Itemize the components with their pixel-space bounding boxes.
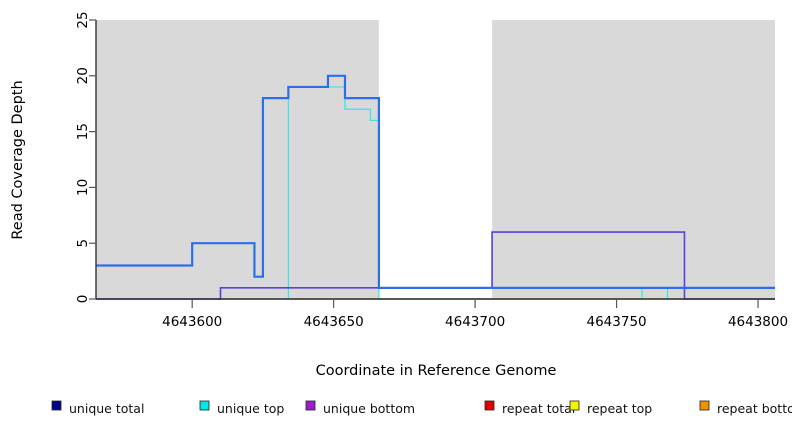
legend-item-repeat-bottom[interactable]: repeat bottom [699, 400, 792, 416]
x-tick-label: 4643600 [162, 314, 222, 330]
x-tick-label: 4643700 [445, 314, 505, 330]
axes-group [95, 20, 775, 300]
legend-swatch-repeat-bottom-icon [699, 400, 710, 411]
y-axis-title: Read Coverage Depth [10, 80, 26, 239]
series-line-unique-total [96, 74, 775, 289]
legend-item-unique-total[interactable]: unique total [51, 400, 144, 416]
y-tick-label: 20 [75, 67, 91, 84]
x-tick-label: 4643650 [304, 314, 364, 330]
legend-swatch-unique-top-icon [199, 400, 210, 411]
legend-swatch-unique-total-icon [51, 400, 62, 411]
x-tick-label: 4643800 [728, 314, 788, 330]
series-line-unique-bottom [96, 231, 775, 300]
tick-group: 0 5 10 15 20 25 4643600 4643650 4643700 4643750 46… [75, 11, 788, 330]
legend: unique total unique top unique bottom repea… [51, 400, 792, 416]
y-tick-label: 5 [75, 239, 91, 248]
legend-label: unique bottom [323, 401, 415, 416]
legend-item-unique-bottom[interactable]: unique bottom [305, 400, 415, 416]
shaded-region-gray-band-right [492, 20, 775, 299]
y-tick-label: 25 [75, 11, 91, 28]
y-tick-label: 0 [75, 295, 91, 304]
x-axis-title: Coordinate in Reference Genome [316, 363, 557, 379]
legend-label: repeat total [502, 401, 575, 416]
shaded-region-white-gap [378, 20, 493, 299]
legend-item-unique-top[interactable]: unique top [199, 400, 284, 416]
y-tick-label: 15 [75, 123, 91, 140]
legend-label: unique total [69, 401, 144, 416]
shaded-region-group [96, 20, 775, 299]
x-tick-label: 4643750 [587, 314, 647, 330]
shaded-region-gray-band-left [96, 20, 379, 299]
legend-swatch-repeat-total-icon [484, 400, 495, 411]
legend-item-repeat-total[interactable]: repeat total [484, 400, 575, 416]
legend-label: repeat top [587, 401, 652, 416]
legend-swatch-unique-bottom-icon [305, 400, 316, 411]
y-tick-label: 10 [75, 179, 91, 196]
legend-swatch-repeat-top-icon [569, 400, 580, 411]
legend-label: unique top [217, 401, 284, 416]
legend-item-repeat-top[interactable]: repeat top [569, 400, 652, 416]
legend-label: repeat bottom [717, 401, 792, 416]
